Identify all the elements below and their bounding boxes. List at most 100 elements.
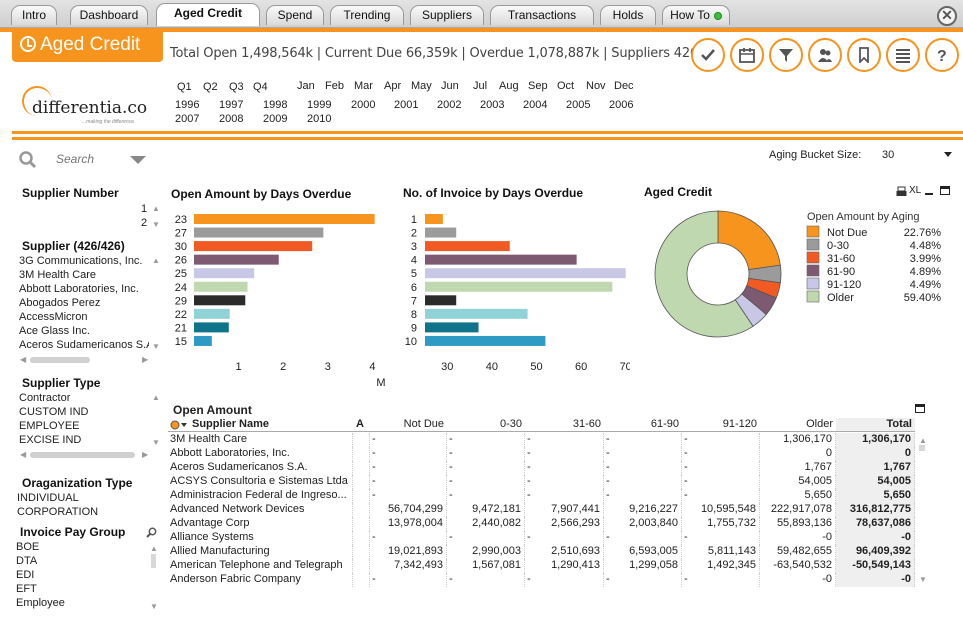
column-header[interactable]: 0-30 [447,418,525,432]
quarter-q4[interactable]: Q4 [253,81,268,93]
tab-suppliers[interactable]: Suppliers [410,5,484,25]
month-dec[interactable]: Dec [614,80,634,92]
table-row[interactable]: Advanced Network Devices 56,704,299 9,472,… [168,503,918,517]
column-header[interactable]: 61-90 [604,418,682,432]
year-2009[interactable]: 2009 [263,113,288,125]
scroll-down-icon[interactable]: ▼ [152,220,160,229]
scroll-down-icon[interactable]: ▼ [919,575,927,584]
list-item[interactable]: EXCISE IND [19,434,82,446]
search-icon[interactable] [146,527,157,538]
year-2001[interactable]: 2001 [394,99,419,111]
year-1999[interactable]: 1999 [307,99,332,111]
month-oct[interactable]: Oct [557,80,575,92]
list-item[interactable]: CORPORATION [17,506,99,518]
scroll-right-icon[interactable]: ▶ [142,355,149,364]
year-2004[interactable]: 2004 [523,99,548,111]
quarter-q3[interactable]: Q3 [229,81,244,93]
calendar-button[interactable] [730,38,764,72]
list-item[interactable]: CUSTOM IND [19,406,89,418]
tab-dashboard[interactable]: Dashboard [70,5,148,25]
scroll-down-icon[interactable]: ▼ [150,602,158,611]
column-header[interactable]: 91-120 [682,418,760,432]
year-1997[interactable]: 1997 [219,99,244,111]
year-2007[interactable]: 2007 [175,113,200,125]
clear-selections-button[interactable] [691,38,725,72]
chevron-down-icon[interactable] [944,152,952,157]
list-item[interactable]: 3G Communications, Inc. [19,255,143,267]
help-button[interactable]: ? [925,38,959,72]
year-2003[interactable]: 2003 [480,99,505,111]
year-1998[interactable]: 1998 [263,99,288,111]
list-item[interactable]: Aceros Sudamericanos S.A. [19,339,149,351]
column-header[interactable]: Older [760,418,836,432]
scroll-up-icon[interactable]: ▲ [150,544,158,553]
column-header[interactable]: A [353,418,370,432]
scroll-right-icon[interactable]: ▶ [142,450,149,459]
year-2002[interactable]: 2002 [437,99,462,111]
month-jun[interactable]: Jun [441,80,459,92]
horizontal-scrollbar[interactable] [30,452,135,458]
tab-intro[interactable]: Intro [11,5,57,25]
table-row[interactable]: ACSYS Consultoria e Sistemas Ltda - - - - -54… [168,475,918,489]
tab-how-to[interactable]: How To [662,5,730,25]
scroll-left-icon[interactable]: ◀ [20,450,27,459]
close-icon[interactable]: ✕ [937,6,957,26]
bookmark-button[interactable] [847,38,881,72]
tab-spend[interactable]: Spend [266,5,324,25]
table-row[interactable]: Allied Manufacturing 19,021,893 2,990,003 2… [168,545,918,559]
list-item[interactable]: INDIVIDUAL [17,492,79,504]
list-item[interactable]: Abogados Perez [19,297,101,309]
year-1996[interactable]: 1996 [175,99,200,111]
aging-bucket-value[interactable]: 30 [882,149,895,161]
print-icon[interactable] [896,186,907,197]
list-item[interactable]: Abbott Laboratories, Inc. [19,283,139,295]
table-row[interactable]: American Telephone and Telegraph 7,342,49… [168,559,918,573]
column-header[interactable]: Total [836,418,915,432]
list-item[interactable]: Contractor [19,392,71,404]
month-mar[interactable]: Mar [354,80,373,92]
year-2000[interactable]: 2000 [351,99,376,111]
tab-transactions[interactable]: Transactions [490,5,594,25]
export-xl-button[interactable]: XL [909,185,922,196]
quarter-q1[interactable]: Q1 [177,81,192,93]
tab-aged-credit[interactable]: Aged Credit [156,3,260,26]
table-row[interactable]: Aceros Sudamericanos S.A. - - - - -1,767 1,767 [168,461,918,475]
month-feb[interactable]: Feb [325,80,344,92]
month-apr[interactable]: Apr [384,80,402,92]
table-row[interactable]: Abbott Laboratories, Inc. - - - - -0 0 [168,447,918,461]
horizontal-scrollbar[interactable] [30,357,90,363]
column-header[interactable]: Not Due [370,418,447,432]
month-may[interactable]: May [411,80,432,92]
search-input[interactable] [56,151,126,167]
search-icon[interactable] [18,150,38,170]
table-row[interactable]: 3M Health Care - - - - -1,306,170 1,306,170 [168,433,918,447]
vertical-scrollbar[interactable] [151,554,156,568]
scroll-up-icon[interactable]: ▲ [919,436,927,445]
list-item[interactable]: BOE [16,541,40,553]
month-sep[interactable]: Sep [528,80,548,92]
list-item[interactable]: Ace Glass Inc. [19,325,90,337]
menu-button[interactable] [886,38,920,72]
table-row[interactable]: Administracion Federal de Ingreso... - - - -… [168,489,918,503]
year-2006[interactable]: 2006 [609,99,634,111]
list-item[interactable]: DTA [16,555,38,567]
month-jan[interactable]: Jan [297,80,315,92]
scroll-up-icon[interactable]: ▲ [152,204,160,213]
month-jul[interactable]: Jul [473,80,488,92]
tab-holds[interactable]: Holds [600,5,656,25]
filter-button[interactable] [769,38,803,72]
year-2010[interactable]: 2010 [307,113,332,125]
scroll-left-icon[interactable]: ◀ [20,355,27,364]
dropdown-arrow-icon[interactable] [130,156,146,165]
scroll-down-icon[interactable]: ▼ [152,342,160,351]
column-header[interactable]: 31-60 [525,418,604,432]
vertical-scrollbar[interactable] [919,445,925,451]
maximize-icon[interactable] [915,404,925,413]
year-2008[interactable]: 2008 [219,113,244,125]
quarter-q2[interactable]: Q2 [203,81,218,93]
table-row[interactable]: Advantage Corp 13,978,004 2,440,082 2,566,2… [168,517,918,531]
table-row[interactable]: Anderson Fabric Company - - - - - -0 -0 [168,573,918,587]
scroll-down-icon[interactable]: ▼ [152,438,160,447]
list-item[interactable]: EDI [16,569,35,581]
list-item[interactable]: 2 [141,217,148,229]
